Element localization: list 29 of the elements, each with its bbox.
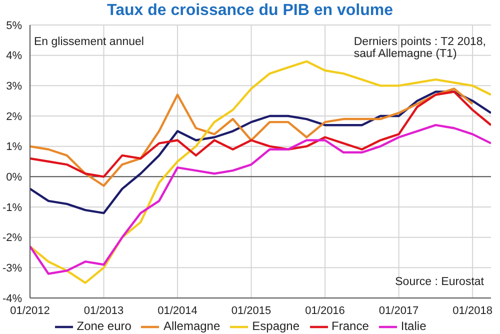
y-tick-label: -2% (2, 232, 22, 244)
y-tick-label: 5% (6, 20, 22, 32)
x-tick-label: 01/2015 (231, 304, 272, 317)
x-tick-label: 01/2018 (452, 304, 492, 317)
legend-label: Allemagne (163, 319, 220, 334)
y-tick-label: 3% (6, 80, 22, 93)
y-tick-label: 2% (6, 110, 22, 123)
x-tick-label: 01/2016 (305, 304, 345, 317)
x-tick-label: 01/2013 (84, 304, 124, 317)
line-series (30, 90, 491, 214)
y-tick-label: 1% (6, 141, 22, 154)
note: En glissement annuel (34, 36, 144, 48)
line-series (30, 124, 491, 275)
line-series (30, 60, 491, 284)
legend-label: Zone euro (76, 319, 132, 334)
y-tick-label: -1% (2, 202, 22, 214)
y-tick-label: -4% (2, 292, 22, 305)
note: Derniers points : T2 2018, sauf Allemagne (T1) (354, 36, 486, 60)
x-tick-label: 01/2012 (10, 304, 50, 317)
x-tick-label: 01/2017 (378, 304, 419, 317)
y-tick-label: -3% (2, 262, 22, 275)
note: Source : Eurostat (395, 276, 484, 288)
y-tick-label: 4% (6, 50, 22, 62)
legend-label: France (332, 319, 369, 334)
y-tick-label: 0% (6, 172, 22, 184)
legend-label: Espagne (252, 319, 300, 334)
legend-label: Italie (400, 319, 426, 334)
chart-title: Taux de croissance du PIB en volume (106, 2, 394, 20)
x-tick-label: 01/2014 (158, 304, 198, 317)
